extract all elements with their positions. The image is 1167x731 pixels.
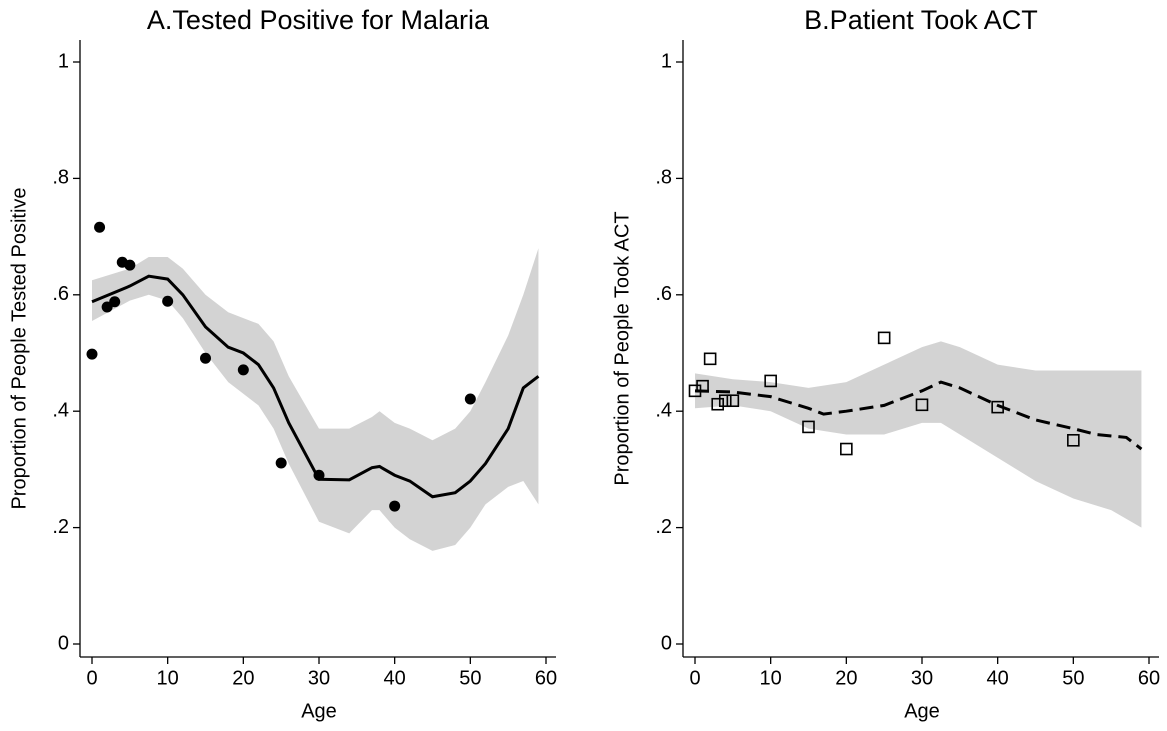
chart-title: A.Tested Positive for Malaria xyxy=(147,5,490,35)
x-tick-label: 50 xyxy=(1062,667,1084,689)
point xyxy=(200,352,211,364)
x-tick-label: 60 xyxy=(535,667,557,689)
point xyxy=(162,295,174,307)
x-tick-label: 60 xyxy=(1138,667,1160,689)
x-tick-label: 0 xyxy=(86,667,97,689)
y-tick-label: .4 xyxy=(655,399,672,421)
x-tick-label: 20 xyxy=(232,667,254,689)
point xyxy=(703,352,717,366)
point xyxy=(94,221,106,233)
y-tick-label: 1 xyxy=(58,50,69,72)
x-tick-label: 30 xyxy=(308,667,330,689)
y-tick-label: .2 xyxy=(655,516,672,538)
point xyxy=(275,457,287,469)
fit-line xyxy=(694,380,1143,451)
x-tick-label: 50 xyxy=(459,667,481,689)
x-tick-label: 30 xyxy=(911,667,933,689)
x-tick-label: 20 xyxy=(835,667,857,689)
y-tick-label: .2 xyxy=(52,516,69,538)
point xyxy=(688,384,702,398)
x-axis-title: Age xyxy=(904,700,940,722)
x-tick-label: 10 xyxy=(760,667,782,689)
y-tick-label: .4 xyxy=(52,399,69,421)
y-axis-title: Proportion of People Tested Positive xyxy=(8,187,30,509)
point xyxy=(991,400,1004,414)
point xyxy=(109,296,121,308)
y-tick-label: .8 xyxy=(52,167,69,189)
point xyxy=(726,394,740,408)
point xyxy=(877,331,891,345)
point xyxy=(915,398,929,412)
x-axis-title: Age xyxy=(301,700,337,722)
x-tick-label: 10 xyxy=(157,667,179,689)
y-tick-label: 0 xyxy=(58,632,69,654)
fit-line xyxy=(91,274,540,499)
y-tick-label: 1 xyxy=(661,50,672,72)
point xyxy=(86,348,98,360)
y-tick-label: .6 xyxy=(52,283,69,305)
y-tick-label: .8 xyxy=(655,167,672,189)
point xyxy=(237,364,249,376)
y-tick-label: .6 xyxy=(655,283,672,305)
point xyxy=(802,420,815,434)
point xyxy=(718,394,732,408)
y-tick-label: 0 xyxy=(661,632,672,654)
point xyxy=(464,393,476,405)
point xyxy=(389,500,401,512)
confidence-band xyxy=(695,341,1142,528)
chart-title: B.Patient Took ACT xyxy=(804,5,1038,35)
x-tick-label: 40 xyxy=(987,667,1009,689)
y-axis-title: Proportion of People Took ACT xyxy=(611,211,633,485)
point xyxy=(313,469,325,481)
x-tick-label: 0 xyxy=(689,667,700,689)
point xyxy=(696,379,709,393)
point xyxy=(711,397,725,411)
point xyxy=(764,374,777,388)
x-tick-label: 40 xyxy=(384,667,406,689)
point xyxy=(124,259,136,271)
point xyxy=(840,442,853,456)
point xyxy=(1067,433,1080,447)
